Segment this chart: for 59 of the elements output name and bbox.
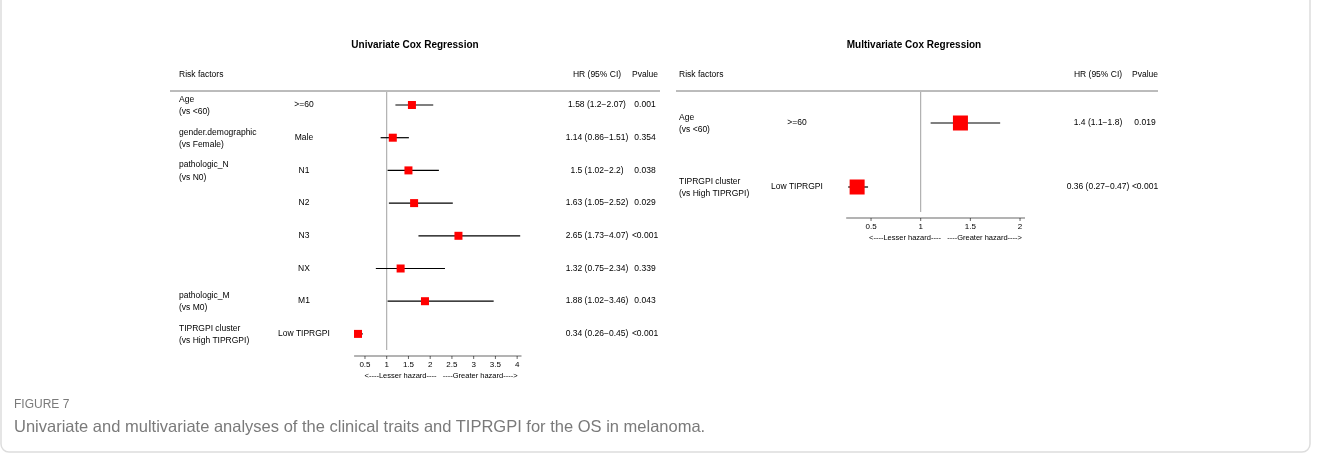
x-tick-label: 3 bbox=[471, 360, 477, 369]
data-label: 0.34 (0.26−0.45) bbox=[565, 328, 629, 339]
text: Age (vs <60) bbox=[679, 112, 711, 135]
text: <0.001 bbox=[631, 230, 659, 241]
text: 0.038 bbox=[634, 164, 656, 175]
text: Age (vs <60) bbox=[179, 94, 211, 117]
text: Pvalue bbox=[632, 69, 659, 79]
data-label: 1.63 (1.05−2.52) bbox=[565, 197, 629, 208]
y-tick-label: >=60 bbox=[294, 99, 314, 110]
text: pathologic_N (vs N0) bbox=[179, 159, 229, 182]
y-tick-label: Male bbox=[294, 131, 314, 142]
data-label: 1.58 (1.2−2.07) bbox=[568, 99, 627, 110]
text: 0.029 bbox=[634, 197, 656, 208]
text: 0.019 bbox=[1134, 117, 1156, 128]
text: <0.001 bbox=[1131, 181, 1159, 192]
text: Risk factors bbox=[679, 69, 724, 79]
text: 0.339 bbox=[634, 262, 656, 273]
x-tick-label: 0.5 bbox=[359, 360, 372, 369]
data-label: 1.14 (0.86−1.51) bbox=[565, 131, 629, 142]
x-tick-label: 2.5 bbox=[446, 360, 459, 369]
text: Pvalue bbox=[1132, 69, 1159, 79]
y-tick-label: N1 bbox=[298, 164, 310, 175]
caption: FIGURE 7 bbox=[14, 397, 70, 411]
data-label: 1.32 (0.75−2.34) bbox=[565, 262, 629, 273]
y-tick-label: Low TIPRGPI bbox=[771, 181, 823, 192]
text: 1.4 (1.1−1.8) bbox=[1073, 117, 1123, 128]
y-tick-label: NX bbox=[298, 262, 311, 273]
x-tick-label: 2 bbox=[1017, 222, 1023, 231]
text: Univariate and multivariate analyses of the clinical traits and TIPRGPI for the OS in melanoma. bbox=[14, 417, 706, 435]
text: 0.043 bbox=[634, 295, 656, 306]
text: HR (95% CI) bbox=[1073, 69, 1123, 79]
text: Risk factors bbox=[179, 69, 224, 79]
x-tick-label: 3.5 bbox=[489, 360, 502, 369]
x-tick-label: 1.5 bbox=[964, 222, 977, 231]
x-tick-label: 2 bbox=[427, 360, 433, 369]
text: TIPRGPI cluster (vs High TIPRGPI) bbox=[679, 176, 750, 199]
x-tick-label: 1 bbox=[918, 222, 924, 231]
y-tick-label: N3 bbox=[298, 230, 310, 241]
data-label: 2.65 (1.73−4.07) bbox=[565, 230, 629, 241]
chart-title: Univariate Cox Regression bbox=[351, 39, 479, 50]
x-tick-label: 0.5 bbox=[865, 222, 878, 231]
y-tick-label: >=60 bbox=[787, 117, 807, 128]
text: <0.001 bbox=[631, 328, 659, 339]
text: pathologic_M (vs M0) bbox=[179, 290, 230, 313]
text: 0.36 (0.27−0.47) bbox=[1066, 181, 1130, 192]
text: gender.demographic (vs Female) bbox=[179, 126, 258, 150]
data-label: 1.88 (1.02−3.46) bbox=[565, 295, 629, 306]
text: TIPRGPI cluster (vs High TIPRGPI) bbox=[179, 322, 250, 346]
y-tick-label: M1 bbox=[298, 295, 311, 306]
x-tick-label: 4 bbox=[514, 360, 520, 369]
text: 0.001 bbox=[634, 99, 656, 110]
text: HR (95% CI) bbox=[572, 69, 622, 79]
data-label: 1.5 (1.02−2.2) bbox=[570, 164, 624, 175]
x-tick-label: 1.5 bbox=[402, 360, 415, 369]
y-tick-label: Low TIPRGPI bbox=[278, 328, 330, 339]
y-tick-label: N2 bbox=[298, 197, 310, 208]
text: 0.354 bbox=[634, 131, 656, 142]
chart-title: Multivariate Cox Regression bbox=[846, 39, 982, 50]
x-tick-label: 1 bbox=[384, 360, 390, 369]
